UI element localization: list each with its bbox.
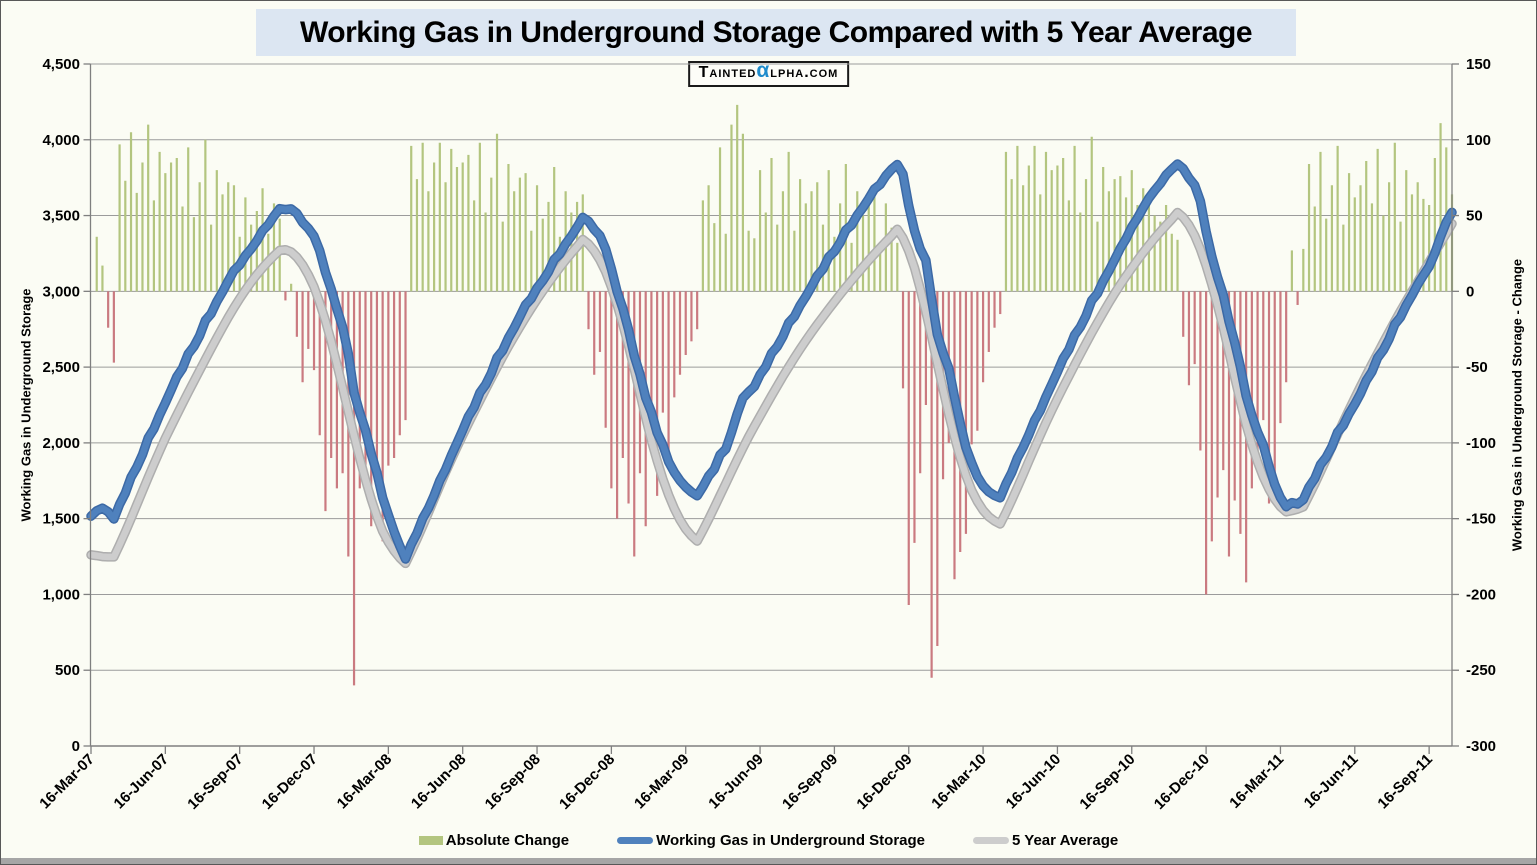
right-axis-tick-label: 100	[1466, 132, 1491, 149]
taintedalpha-logo: Taintedαlpha.com	[687, 59, 850, 87]
left-axis-tick-label: 500	[55, 662, 80, 679]
x-axis-tick-label: 16-Sep-09	[779, 751, 841, 813]
x-axis-tick-label: 16-Sep-07	[184, 751, 246, 813]
x-axis-tick-label: 16-Jun-11	[1301, 751, 1362, 812]
logo-text-right: lpha.com	[770, 64, 839, 81]
right-axis-title: Working Gas in Underground Storage - Cha…	[1509, 258, 1525, 552]
x-axis-tick-label: 16-Mar-11	[1226, 751, 1287, 812]
five-year-average-swatch-icon	[973, 837, 1010, 844]
storage-line-swatch-icon	[617, 837, 654, 844]
x-axis-tick-label: 16-Dec-08	[556, 751, 618, 813]
axes	[83, 63, 1459, 754]
legend-item-absolute-change: Absolute Change	[418, 832, 570, 849]
x-axis-tick-label: 16-Jun-10	[1003, 751, 1065, 813]
x-axis-tick-label: 16-Mar-07	[36, 751, 98, 813]
legend-label: Working Gas in Underground Storage	[656, 832, 926, 849]
right-axis-tick-label: 0	[1466, 283, 1474, 300]
right-axis-tick-label: -100	[1466, 435, 1496, 452]
x-axis-tick-label: 16-Sep-10	[1076, 751, 1138, 813]
chart-title: Working Gas in Underground Storage Compa…	[256, 9, 1296, 56]
right-axis-tick-label: -300	[1466, 738, 1496, 755]
legend: Absolute Change Working Gas in Undergrou…	[1, 832, 1536, 849]
left-axis-tick-label: 0	[72, 738, 80, 755]
x-axis-tick-label: 16-Mar-09	[631, 751, 693, 813]
bottom-divider	[1, 858, 1536, 864]
right-axis-tick-label: -50	[1466, 359, 1488, 376]
left-axis-tick-label: 4,500	[42, 56, 80, 73]
right-axis-tick-label: -250	[1466, 662, 1496, 679]
left-axis-tick-label: 3,500	[42, 208, 80, 225]
absolute-change-swatch-icon	[418, 836, 443, 845]
left-axis-tick-label: 2,000	[42, 435, 80, 452]
gridlines	[90, 63, 1452, 671]
legend-label: Absolute Change	[445, 832, 570, 849]
right-axis-tick-label: -200	[1466, 586, 1496, 603]
left-axis-title: Working Gas in Underground Storage	[18, 288, 34, 522]
x-axis-tick-label: 16-Dec-10	[1151, 751, 1213, 813]
storage-line-core	[87, 160, 1456, 563]
x-axis-tick-label: 16-Dec-07	[259, 751, 321, 813]
x-axis-tick-label: 16-Jun-09	[705, 751, 767, 813]
legend-item-5yr-average: 5 Year Average	[973, 832, 1118, 849]
left-axis-tick-label: 1,500	[42, 511, 80, 528]
left-axis-tick-label: 4,000	[42, 132, 80, 149]
left-axis-tick-label: 1,000	[42, 586, 80, 603]
x-axis-tick-label: 16-Dec-09	[853, 751, 915, 813]
storage-line	[86, 159, 1457, 564]
legend-label: 5 Year Average	[1012, 832, 1119, 849]
right-axis-tick-label: 150	[1466, 56, 1491, 73]
right-axis-tick-label: 50	[1466, 208, 1483, 225]
x-axis-tick-label: 16-Sep-08	[482, 751, 544, 813]
x-axis-tick-label: 16-Jun-08	[408, 751, 470, 813]
logo-alpha-glyph: α	[756, 59, 771, 82]
x-axis-tick-label: 16-Jun-07	[111, 751, 173, 813]
five-year-average-line-core	[87, 209, 1456, 567]
logo-text-left: Tainted	[698, 64, 757, 81]
right-axis-tick-label: -150	[1466, 511, 1496, 528]
x-axis-tick-label: 16-Mar-10	[928, 751, 990, 813]
x-axis-tick-label: 16-Sep-11	[1374, 751, 1436, 813]
five-year-average-line	[86, 207, 1457, 569]
left-axis-tick-label: 2,500	[42, 359, 80, 376]
axis-tick-labels: 05001,0001,5002,0002,5003,0003,5004,0004…	[36, 56, 1496, 813]
legend-item-storage: Working Gas in Underground Storage	[617, 832, 925, 849]
left-axis-tick-label: 3,000	[42, 283, 80, 300]
x-axis-tick-label: 16-Mar-08	[334, 751, 396, 813]
